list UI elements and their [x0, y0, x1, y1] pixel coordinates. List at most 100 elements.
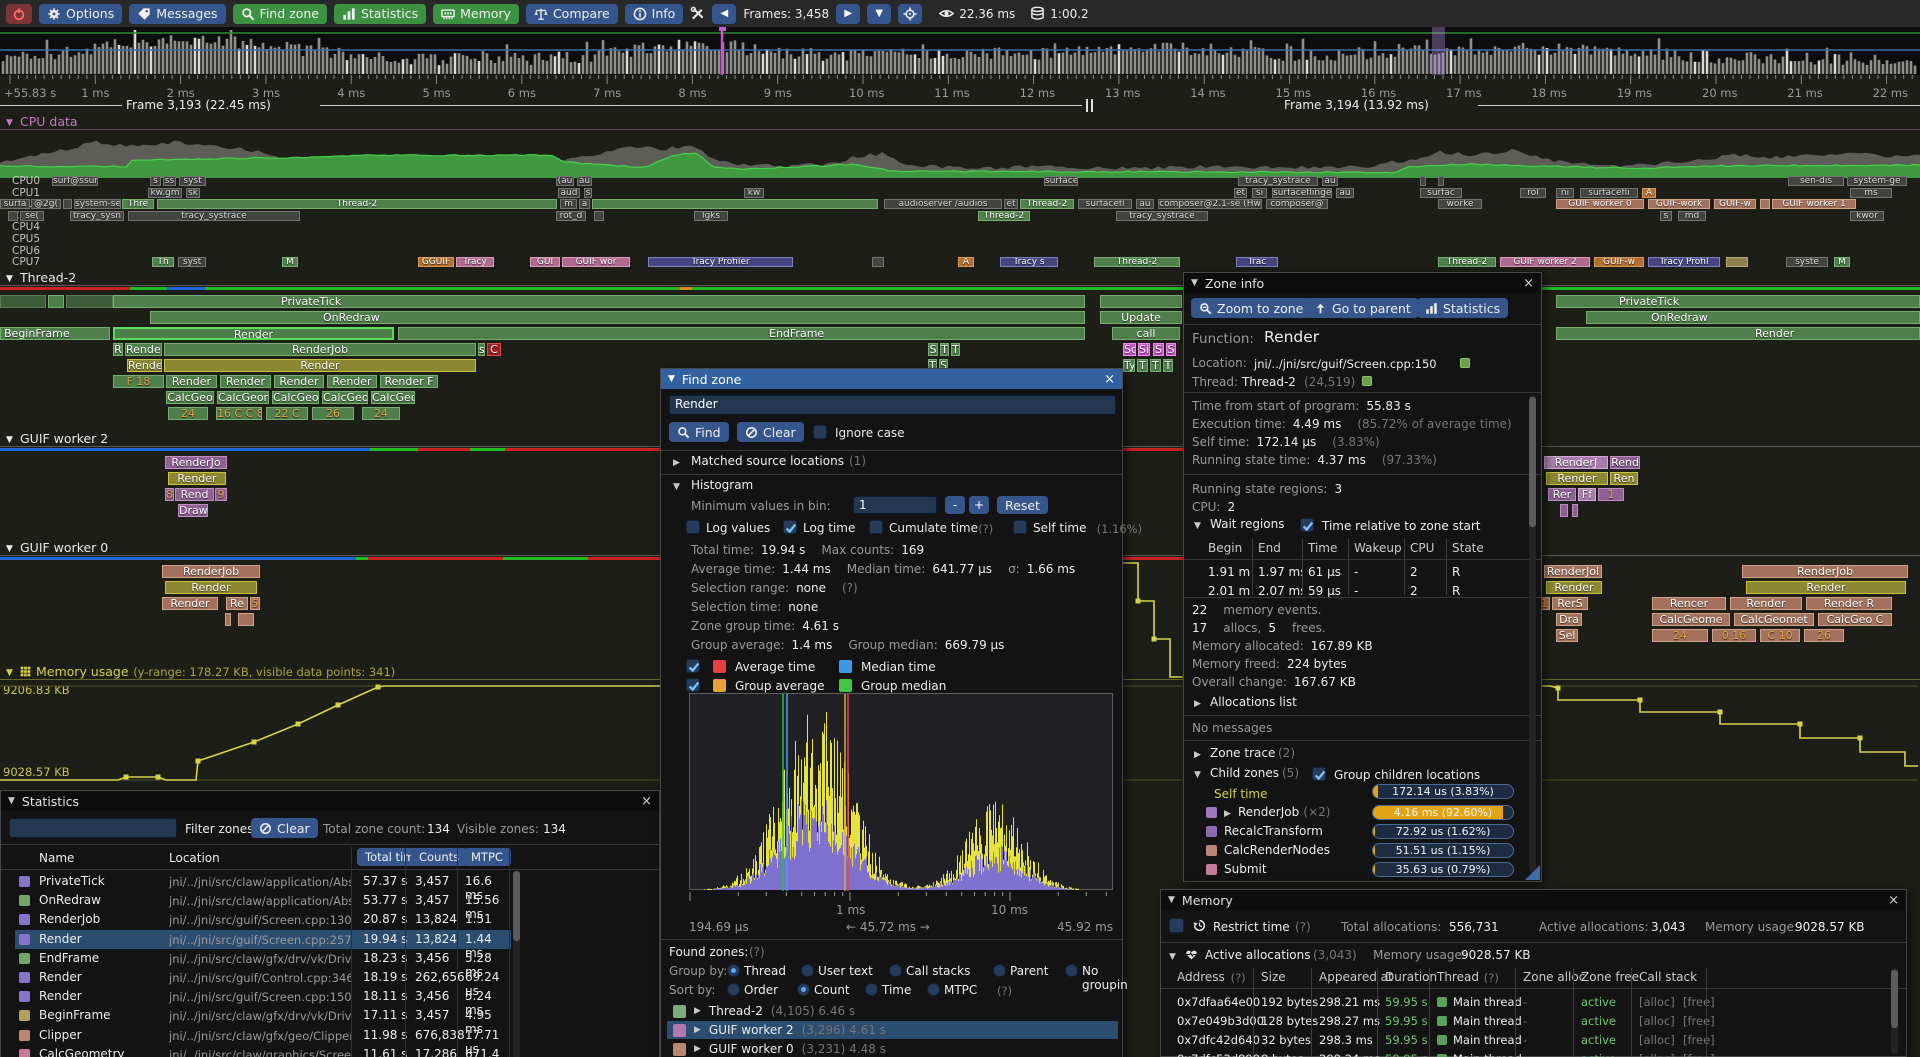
child-zones-label[interactable]: Child zones: [1210, 766, 1279, 780]
timeline-zone-s[interactable]: S: [1166, 343, 1176, 356]
found-group-row-guif-worker-0[interactable]: ▶ GUIF worker 0 (3,231) 4.48 s: [667, 1040, 1118, 1057]
filter-input[interactable]: [9, 818, 177, 838]
timeline-zone-16-c-c-8[interactable]: 16 C C 8: [216, 407, 262, 420]
section-header-guif-worker-0[interactable]: ▼ GUIF worker 0: [0, 540, 1920, 556]
alloc-callstack-link[interactable]: [alloc]: [1639, 995, 1675, 1009]
timeline-zone-render[interactable]: Render: [1556, 327, 1920, 340]
mem-col-appeared-at[interactable]: Appeared at: [1319, 970, 1393, 984]
cpu-zone-syste[interactable]: syste: [1786, 257, 1828, 268]
alloc-appeared[interactable]: 298.34 ms: [1319, 1052, 1380, 1057]
option-checkbox-self-time[interactable]: [1013, 520, 1027, 534]
cpu-zone-composer-[interactable]: composer@: [1266, 199, 1328, 210]
timeline-zone-draw[interactable]: Draw: [178, 504, 208, 517]
timeline-zone-re[interactable]: Re: [226, 597, 248, 610]
memory-row[interactable]: 0x7e049b3d00 128 bytes 298.27 ms 59.95 s Mai…: [1161, 1012, 1891, 1031]
alloc-appeared[interactable]: 298.3 ms: [1319, 1033, 1373, 1047]
allocations-list-label[interactable]: Allocations list: [1210, 695, 1297, 709]
cpu-zone-a[interactable]: A: [958, 257, 974, 268]
cpu-zone-m[interactable]: M: [1834, 257, 1850, 268]
cpu-zone-guif-worker-2[interactable]: GUIF worker 2: [1500, 257, 1590, 268]
timeline-zone-r[interactable]: R: [113, 343, 123, 356]
col-name[interactable]: Name: [39, 851, 75, 865]
group-children-checkbox[interactable]: [1312, 767, 1326, 781]
timeline-zone-render[interactable]: Render: [164, 359, 476, 372]
timeline-zone-calcgeo-c[interactable]: CalcGeo C: [1818, 613, 1892, 626]
collapse-icon[interactable]: ▼: [1194, 770, 1201, 780]
alloc-appeared[interactable]: 298.27 ms: [1319, 1014, 1381, 1028]
cpu-zone-ni[interactable]: ni: [1556, 187, 1574, 198]
close-icon[interactable]: ×: [641, 793, 652, 809]
cpu-zone-guif-worker-0[interactable]: GUIF worker 0: [1556, 199, 1644, 210]
cpu-zone-md[interactable]: md: [1678, 210, 1706, 221]
cpu-zone-tracy-systrace[interactable]: tracy_systrace: [128, 210, 300, 221]
cpu-zone-trac[interactable]: Trac: [1236, 257, 1278, 268]
free-callstack-link[interactable]: [free]: [1683, 995, 1715, 1009]
timeline-zone-c[interactable]: C: [487, 343, 501, 356]
cpu-zone-syst[interactable]: syst: [178, 257, 206, 268]
timeline-zone-render[interactable]: Render: [274, 375, 324, 388]
cpu-zone-surfacefli[interactable]: surfacefli: [1580, 187, 1638, 198]
timeline-zone-rencer[interactable]: Rencer: [1652, 597, 1726, 610]
thread-color-swatch[interactable]: [1362, 376, 1372, 386]
cpu-zone-thread-2[interactable]: Thread-2: [978, 210, 1030, 221]
cpu-zone-guif-wor[interactable]: GUIF wor: [562, 257, 630, 268]
cpu-zone-si[interactable]: si: [1252, 187, 1267, 198]
sort-by-radio-mtpc[interactable]: [927, 983, 940, 996]
frame-time-strip[interactable]: [0, 27, 1920, 75]
statistics-scrollbar[interactable]: [513, 871, 520, 1057]
table-row[interactable]: PrivateTick jni/../jni/src/claw/applicati…: [1, 872, 513, 902]
timeline-zone[interactable]: [48, 295, 64, 308]
child-zone-name[interactable]: RenderJob: [1238, 805, 1300, 819]
memory-scrollbar[interactable]: [1891, 968, 1898, 1054]
timeline-zone-render[interactable]: Render: [168, 472, 226, 485]
section-header-cpu-data[interactable]: ▼ CPU data: [0, 114, 1920, 130]
cpu-zone-system-se[interactable]: system-se: [74, 199, 121, 210]
expand-icon[interactable]: ▶: [694, 1006, 701, 1016]
timeline-zone-rers[interactable]: RerS: [1552, 597, 1588, 610]
free-callstack-link[interactable]: [free]: [1683, 1014, 1715, 1028]
cpu-zone-et[interactable]: et: [1004, 199, 1018, 210]
timeline-zone-renderjob[interactable]: RenderJob: [164, 343, 476, 356]
alloc-callstack-link[interactable]: [alloc]: [1639, 1033, 1675, 1047]
cpu-zone-tracy-profil[interactable]: Tracy Profil: [1648, 257, 1720, 268]
timeline-zone-calcgeomet[interactable]: CalcGeomet: [1734, 613, 1814, 626]
timeline-zone-26[interactable]: 26: [312, 407, 354, 420]
timeline-zone-render[interactable]: Render: [1730, 597, 1802, 610]
clear-button[interactable]: Clear: [737, 422, 804, 442]
alloc-appeared[interactable]: 298.21 ms: [1319, 995, 1381, 1009]
timeline-zone-render[interactable]: Render: [220, 375, 271, 388]
cpu-zone-th[interactable]: Th: [152, 257, 174, 268]
cpu-zone-au[interactable]: au: [1322, 176, 1338, 186]
mem-col-size[interactable]: Size: [1261, 970, 1286, 984]
close-icon[interactable]: ×: [1104, 371, 1115, 387]
cpu-zone-se-[interactable]: se(: [20, 210, 44, 221]
cpu-zone-surfa[interactable]: surfa: [0, 199, 30, 210]
matched-label[interactable]: Matched source locations: [691, 454, 844, 468]
timeline-zone-renderjob[interactable]: RenderJob: [162, 565, 260, 578]
collapse-icon[interactable]: ▼: [1169, 952, 1176, 962]
cpu-zone--2g-[interactable]: @2g(: [31, 199, 61, 210]
info-button[interactable]: Info: [624, 3, 684, 24]
timeline-zone-26[interactable]: 26: [1804, 629, 1844, 642]
timeline-zone-privatetick[interactable]: PrivateTick: [1556, 295, 1920, 308]
timeline-zone-24[interactable]: 24: [362, 407, 400, 420]
timeline-zone[interactable]: [66, 295, 113, 308]
cpu-zone-guif-w[interactable]: GUIF-w: [1714, 199, 1756, 210]
collapse-icon[interactable]: ▼: [8, 796, 15, 806]
timeline-zone-renderjob[interactable]: RenderJob: [1742, 565, 1908, 578]
timeline-zone-render[interactable]: Render: [1546, 472, 1608, 485]
timeline-zone[interactable]: [1560, 504, 1568, 517]
timeline-zone-22-c[interactable]: 22 C: [266, 407, 308, 420]
timeline-zone-24[interactable]: 24: [168, 407, 208, 420]
option-checkbox-log-values[interactable]: [686, 520, 700, 534]
cpu-zone-ms[interactable]: ms: [1850, 187, 1892, 198]
timeline-zone-9[interactable]: 9: [215, 488, 227, 501]
cpu-zone-ss[interactable]: ss: [163, 176, 176, 186]
timeline-zone-render[interactable]: Render: [166, 375, 217, 388]
timeline-zone-render-f[interactable]: Render F: [380, 375, 438, 388]
cpu-zone-thread-2[interactable]: Thread-2: [1438, 257, 1496, 268]
min-bin-increase-button[interactable]: +: [969, 496, 989, 514]
expand-icon[interactable]: ▶: [1194, 750, 1201, 760]
cpu-zone-surfaceflinger[interactable]: surfaceflinger: [1272, 187, 1332, 198]
find-button[interactable]: Find: [669, 422, 729, 442]
